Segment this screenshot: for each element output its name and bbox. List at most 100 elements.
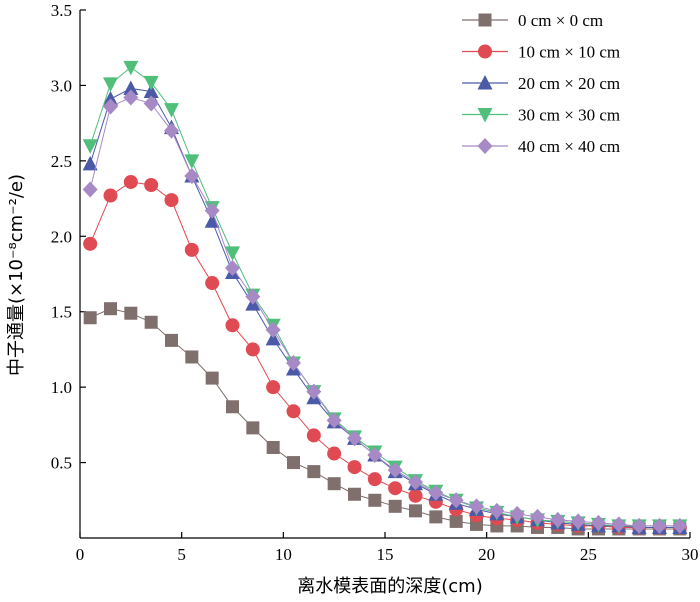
series-3-point xyxy=(103,91,118,106)
series-5-point xyxy=(408,474,423,491)
series-2-point xyxy=(144,177,159,192)
y-tick-label: 2.5 xyxy=(51,152,72,171)
legend-item: 0 cm × 0 cm xyxy=(462,11,603,30)
x-tick-label: 20 xyxy=(478,545,495,564)
series-5-point xyxy=(367,447,383,464)
series-5-point xyxy=(652,517,667,534)
series-5-point xyxy=(631,517,647,534)
x-tick-label: 5 xyxy=(177,545,186,564)
x-tick-label: 10 xyxy=(275,545,292,564)
series-1-point xyxy=(429,510,443,524)
legend-item: 20 cm × 20 cm xyxy=(462,74,620,93)
series-4-point xyxy=(225,246,240,261)
series-1 xyxy=(83,302,687,536)
series-2-point xyxy=(83,236,98,251)
series-2-point xyxy=(306,428,321,443)
series-2-point xyxy=(164,193,179,208)
series-5-point xyxy=(184,167,200,184)
series-5-point xyxy=(245,288,261,305)
legend-marker xyxy=(477,138,493,154)
legend-marker xyxy=(478,44,492,59)
series-5-point xyxy=(306,383,322,400)
series-4-point xyxy=(184,154,200,169)
series-1-point xyxy=(368,493,382,507)
series-2-point xyxy=(408,488,423,503)
series-5-point xyxy=(164,122,179,139)
series-5-point xyxy=(143,95,159,112)
series-5-point xyxy=(550,511,566,528)
series-4-point xyxy=(82,139,98,154)
series-5-point xyxy=(123,89,139,106)
series-5-point xyxy=(428,484,444,501)
series-2-point xyxy=(347,460,362,475)
series-5-point xyxy=(265,321,281,338)
series-3-point xyxy=(265,330,281,346)
legend-item: 30 cm × 30 cm xyxy=(462,106,620,125)
series-5-point xyxy=(387,462,403,479)
legend-marker xyxy=(477,75,493,90)
series-5-point xyxy=(469,498,484,515)
legend-label: 20 cm × 20 cm xyxy=(518,74,620,93)
series-1-point xyxy=(226,400,239,414)
series-3-point xyxy=(143,83,159,98)
series-5-point xyxy=(204,202,220,219)
y-tick-label: 1.5 xyxy=(51,303,72,322)
series-5-point xyxy=(570,513,586,530)
series-5-point xyxy=(448,492,464,509)
series-1-point xyxy=(185,350,199,364)
series-1-point xyxy=(409,504,422,518)
y-tick-label: 0.5 xyxy=(51,454,72,473)
series-2-point xyxy=(266,380,281,395)
series-2-point xyxy=(123,174,138,189)
series-3-point xyxy=(82,155,98,171)
series-2-point xyxy=(367,472,382,487)
legend-item: 40 cm × 40 cm xyxy=(462,137,620,156)
legend-label: 40 cm × 40 cm xyxy=(518,137,620,156)
series-1-point xyxy=(307,465,321,479)
series-1-point xyxy=(83,311,97,325)
series-2-point xyxy=(388,481,403,496)
series-1-point xyxy=(205,371,219,385)
series-2-line xyxy=(89,181,680,528)
series-5 xyxy=(82,89,688,534)
series-1-point xyxy=(124,306,138,320)
series-5-point xyxy=(225,259,240,276)
series-5-point xyxy=(530,508,545,525)
series-5-point xyxy=(347,430,362,447)
y-tick-label: 3.0 xyxy=(51,76,72,95)
series-2-point xyxy=(103,188,118,203)
series-1-point xyxy=(144,315,158,329)
series-2-point xyxy=(225,318,240,333)
series-2-point xyxy=(205,276,220,291)
series-layer xyxy=(82,60,688,536)
series-1-point xyxy=(348,487,361,501)
series-5-point xyxy=(591,514,606,531)
series-5-point xyxy=(509,505,525,522)
series-5-point xyxy=(326,412,342,429)
series-1-line xyxy=(89,308,680,530)
series-5-point xyxy=(103,98,118,115)
series-1-point xyxy=(287,456,300,470)
legend-label: 30 cm × 30 cm xyxy=(518,106,620,125)
series-1-point xyxy=(449,514,463,528)
y-tick-label: 1.0 xyxy=(51,378,72,397)
series-2-point xyxy=(286,404,301,419)
series-5-point xyxy=(82,181,98,198)
x-tick-label: 25 xyxy=(580,545,597,564)
legend-marker xyxy=(477,108,493,123)
legend-label: 10 cm × 10 cm xyxy=(518,43,620,62)
x-tick-label: 0 xyxy=(76,545,85,564)
series-1-point xyxy=(165,333,178,347)
series-5-point xyxy=(611,516,627,533)
series-1-point xyxy=(388,499,402,513)
series-5-point xyxy=(286,355,301,372)
series-2 xyxy=(83,174,687,535)
y-axis-label: 中子通量(×10⁻⁸cm⁻²/e) xyxy=(6,174,27,376)
legend-label: 0 cm × 0 cm xyxy=(518,11,603,30)
x-tick-label: 15 xyxy=(377,545,394,564)
series-1-point xyxy=(104,302,117,316)
y-tick-label: 2.0 xyxy=(51,227,72,246)
series-4-point xyxy=(143,75,159,91)
axes: 0 5 10 15 20 25 30 0.5 1.0 1.5 2.0 2.5 3.0 3.5 xyxy=(51,1,699,564)
